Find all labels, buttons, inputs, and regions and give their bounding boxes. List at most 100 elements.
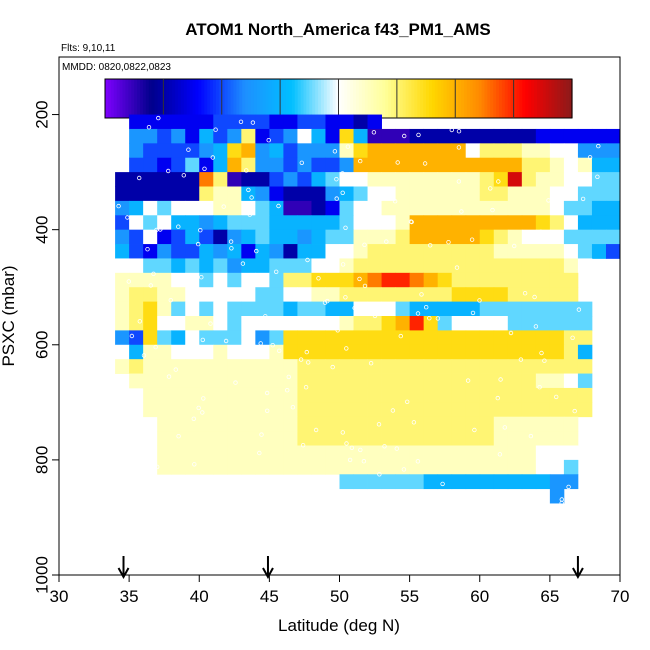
sample-marker	[495, 395, 500, 401]
heatmap-cell	[437, 402, 453, 418]
heatmap-cell	[171, 215, 186, 231]
heatmap-cell	[493, 128, 509, 144]
heatmap-cell	[423, 215, 439, 231]
colorbar-segment	[335, 79, 340, 118]
heatmap-cell	[213, 258, 228, 274]
heatmap-cell	[283, 272, 298, 288]
heatmap-cell	[381, 459, 396, 475]
colorbar-segment	[452, 79, 456, 118]
heatmap-cell	[325, 402, 340, 418]
heatmap-cell	[437, 272, 453, 288]
heatmap-cell	[493, 316, 509, 331]
heatmap-cell	[199, 172, 214, 187]
heatmap-cell	[213, 445, 228, 461]
heatmap-cell	[409, 344, 425, 360]
heatmap-cell	[353, 143, 368, 159]
colorbar-segment	[119, 79, 124, 118]
heatmap-cell	[465, 459, 481, 475]
heatmap-cell	[465, 431, 481, 446]
heatmap-cell	[199, 416, 214, 432]
sample-marker	[223, 338, 229, 344]
heatmap-cell	[339, 373, 354, 389]
sample-marker	[154, 227, 159, 233]
y-tick-label: 400	[32, 215, 51, 243]
colorbar-segment	[297, 79, 302, 118]
colorbar-segment	[414, 79, 418, 118]
heatmap-cell	[577, 359, 593, 374]
sample-marker	[496, 179, 501, 184]
heatmap-cell	[339, 344, 354, 360]
colorbar-segment	[569, 79, 573, 118]
heatmap-cell	[171, 244, 186, 259]
heatmap-cell	[157, 344, 172, 360]
heatmap-cell	[339, 114, 354, 130]
colorbar-segment	[417, 79, 421, 118]
heatmap-cell	[339, 416, 354, 432]
heatmap-cell	[255, 330, 270, 346]
colorbar-segment	[504, 79, 509, 118]
heatmap-cell	[507, 186, 523, 202]
heatmap-cell	[213, 186, 228, 202]
heatmap-cell	[269, 387, 284, 403]
x-tick-label: 35	[120, 587, 139, 606]
heatmap-cell	[171, 387, 186, 403]
heatmap-cell	[213, 387, 228, 403]
sample-marker	[344, 346, 349, 351]
heatmap-cell	[297, 272, 312, 288]
heatmap-cell	[493, 186, 509, 202]
colorbar-segment	[315, 79, 319, 118]
colorbar-segment	[320, 79, 325, 118]
colorbar-segment	[186, 79, 191, 118]
heatmap-cell	[353, 258, 368, 274]
heatmap-cell	[479, 416, 495, 432]
heatmap-cell	[395, 344, 411, 360]
heatmap-cell	[325, 244, 340, 259]
heatmap-cell	[241, 416, 256, 432]
heatmap-cell	[465, 287, 481, 303]
heatmap-cell	[395, 287, 411, 303]
heatmap-cell	[367, 316, 382, 331]
colorbar-segment	[271, 79, 275, 118]
heatmap-cell	[227, 359, 242, 374]
heatmap-cell	[437, 128, 453, 144]
heatmap-cell	[241, 114, 256, 130]
heatmap-cell	[437, 186, 453, 202]
heatmap-cell	[213, 143, 228, 159]
heatmap-cell	[255, 200, 270, 216]
heatmap-cell	[311, 287, 326, 303]
heatmap-cell	[451, 128, 467, 144]
heatmap-cell	[255, 215, 270, 231]
heatmap-cell	[493, 229, 509, 245]
colorbar-segment	[434, 79, 439, 118]
heatmap-cell	[591, 172, 607, 187]
heatmap-cell	[395, 330, 411, 346]
heatmap-cell	[143, 186, 158, 202]
heatmap-cell	[311, 316, 326, 331]
latitude-arrow-head	[262, 567, 274, 580]
heatmap-cell	[507, 258, 523, 274]
colorbar-segment	[341, 79, 345, 118]
sample-marker	[300, 443, 306, 448]
heatmap-cell	[367, 445, 382, 461]
heatmap-cell	[241, 244, 256, 259]
heatmap-cell	[381, 128, 396, 144]
heatmap-cell	[185, 416, 200, 432]
sample-marker	[368, 361, 374, 366]
sample-marker	[465, 378, 471, 383]
sample-marker	[546, 198, 551, 203]
colorbar-segment	[250, 79, 255, 118]
heatmap-cell	[409, 373, 425, 389]
colorbar-segment	[423, 79, 427, 118]
heatmap-cell	[521, 229, 537, 245]
heatmap-cell	[129, 287, 144, 303]
heatmap-cell	[283, 114, 298, 130]
heatmap-cell	[507, 459, 523, 475]
heatmap-cell	[213, 416, 228, 432]
heatmap-cell	[171, 114, 186, 130]
heatmap-cell	[395, 359, 411, 374]
colorbar-segment	[353, 79, 357, 118]
heatmap-cell	[563, 474, 579, 490]
heatmap-cell	[451, 416, 467, 432]
sample-marker	[195, 241, 201, 247]
heatmap-cell	[339, 287, 354, 303]
